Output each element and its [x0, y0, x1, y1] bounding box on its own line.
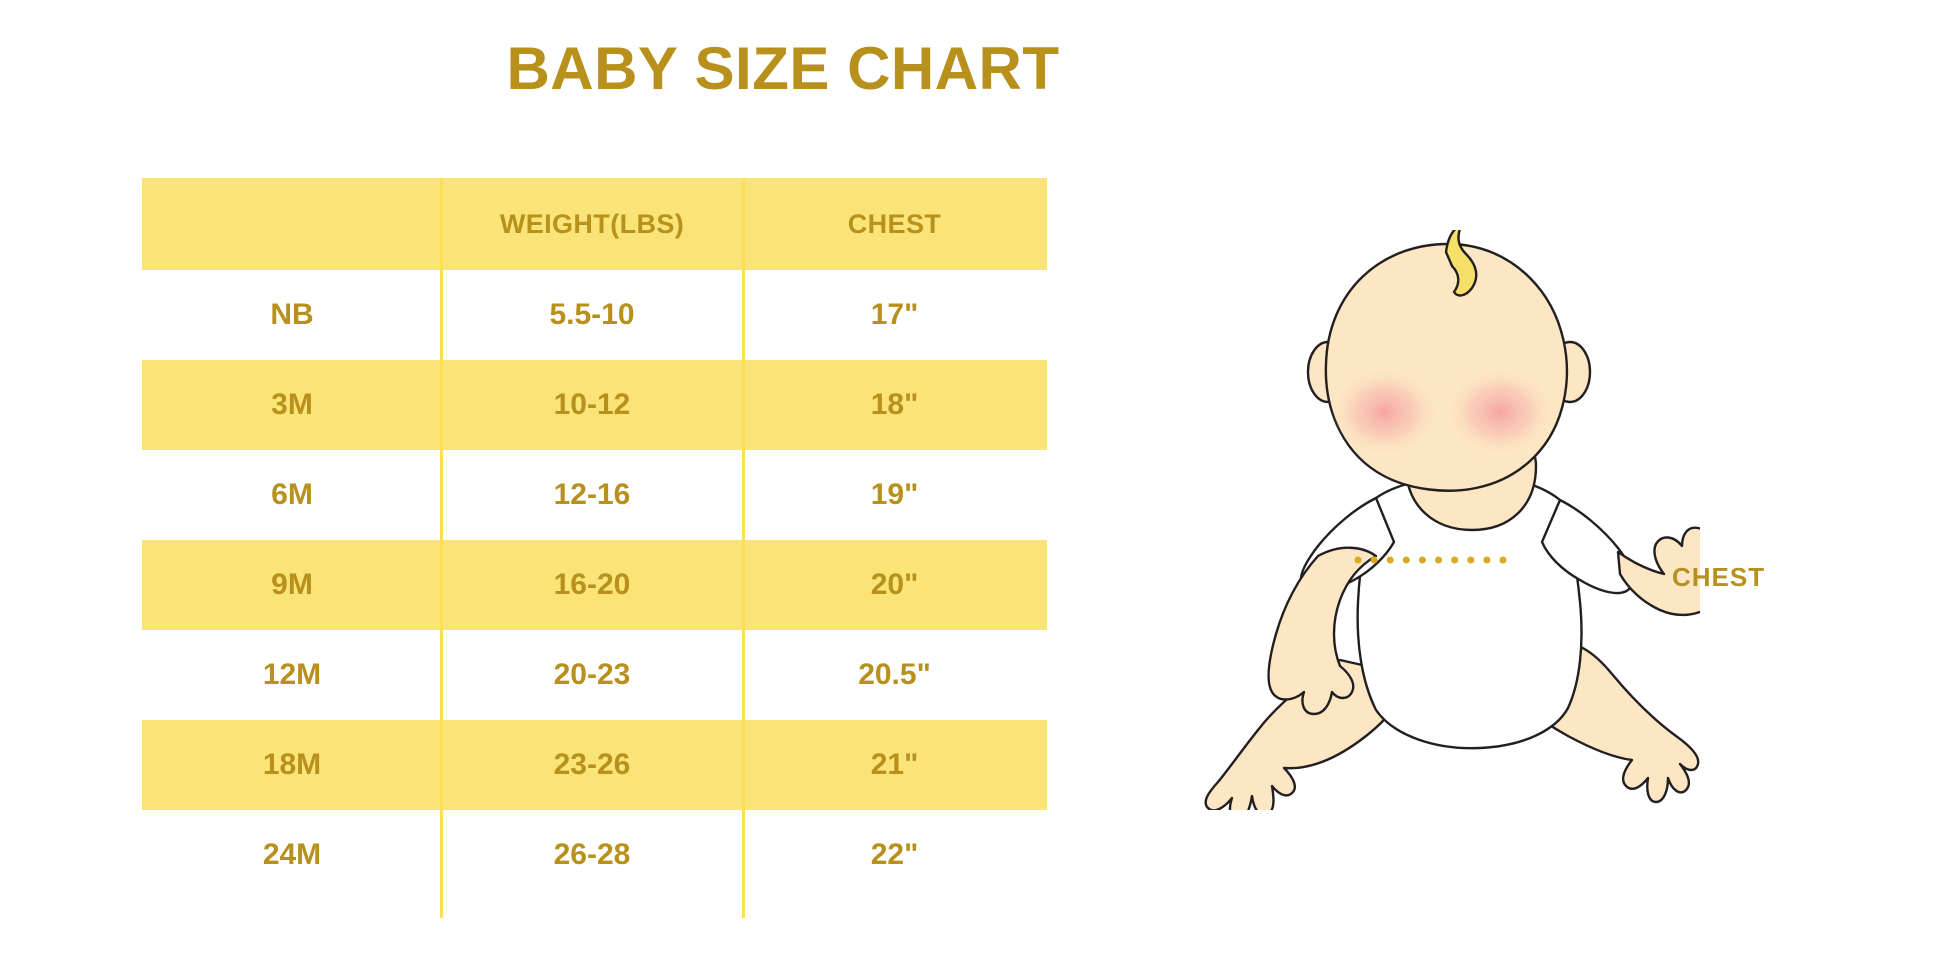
cell-chest: 17" — [870, 298, 919, 331]
baby-hair-curl — [1444, 230, 1478, 297]
cell-weight: 23-26 — [553, 748, 631, 781]
cell-chest: 20.5" — [858, 658, 931, 691]
page-title: BABY SIZE CHART — [0, 34, 1946, 103]
baby-size-table: WEIGHT(LBS) CHEST NB 5.5-10 17" 3M 10-12… — [142, 178, 1047, 900]
baby-left-blush — [1331, 368, 1439, 456]
cell-size: 24M — [262, 838, 322, 871]
cell-weight: 20-23 — [553, 658, 631, 691]
table-row: 3M 10-12 18" — [142, 360, 1047, 450]
baby-left-arm — [1267, 546, 1378, 716]
cell-size: 3M — [271, 388, 313, 421]
cell-chest: 19" — [870, 478, 919, 511]
cell-weight: 16-20 — [553, 568, 631, 601]
cell-chest: 21" — [870, 748, 919, 781]
page-title-text: BABY SIZE CHART — [506, 35, 1060, 102]
cell-chest: 20" — [870, 568, 919, 601]
table-row: NB 5.5-10 17" — [142, 270, 1047, 360]
column-divider-left — [440, 178, 443, 918]
cell-weight: 5.5-10 — [549, 298, 635, 331]
table-row: 9M 16-20 20" — [142, 540, 1047, 630]
cell-size: NB — [270, 298, 314, 331]
cell-chest: 18" — [870, 388, 919, 421]
baby-head — [1324, 242, 1568, 492]
cell-size: 18M — [262, 748, 322, 781]
cell-chest: 22" — [870, 838, 919, 871]
baby-left-leg — [1204, 658, 1405, 810]
table-row: 24M 26-28 22" — [142, 810, 1047, 900]
header-chest: CHEST — [847, 208, 942, 239]
cell-size: 9M — [271, 568, 313, 601]
cell-size: 6M — [271, 478, 313, 511]
baby-right-arm — [1616, 526, 1700, 617]
table-row: 18M 23-26 21" — [142, 720, 1047, 810]
cell-weight: 26-28 — [553, 838, 631, 871]
cell-size: 12M — [262, 658, 322, 691]
cell-weight: 10-12 — [553, 388, 631, 421]
column-divider-right — [742, 178, 745, 918]
table-header-row: WEIGHT(LBS) CHEST — [142, 178, 1047, 270]
header-weight: WEIGHT(LBS) — [499, 208, 685, 239]
table-row: 12M 20-23 20.5" — [142, 630, 1047, 720]
baby-right-blush — [1446, 368, 1554, 456]
cell-weight: 12-16 — [553, 478, 631, 511]
table-row: 6M 12-16 19" — [142, 450, 1047, 540]
sitting-baby-illustration — [1180, 230, 1700, 810]
chest-annotation-label: CHEST — [1672, 562, 1766, 592]
